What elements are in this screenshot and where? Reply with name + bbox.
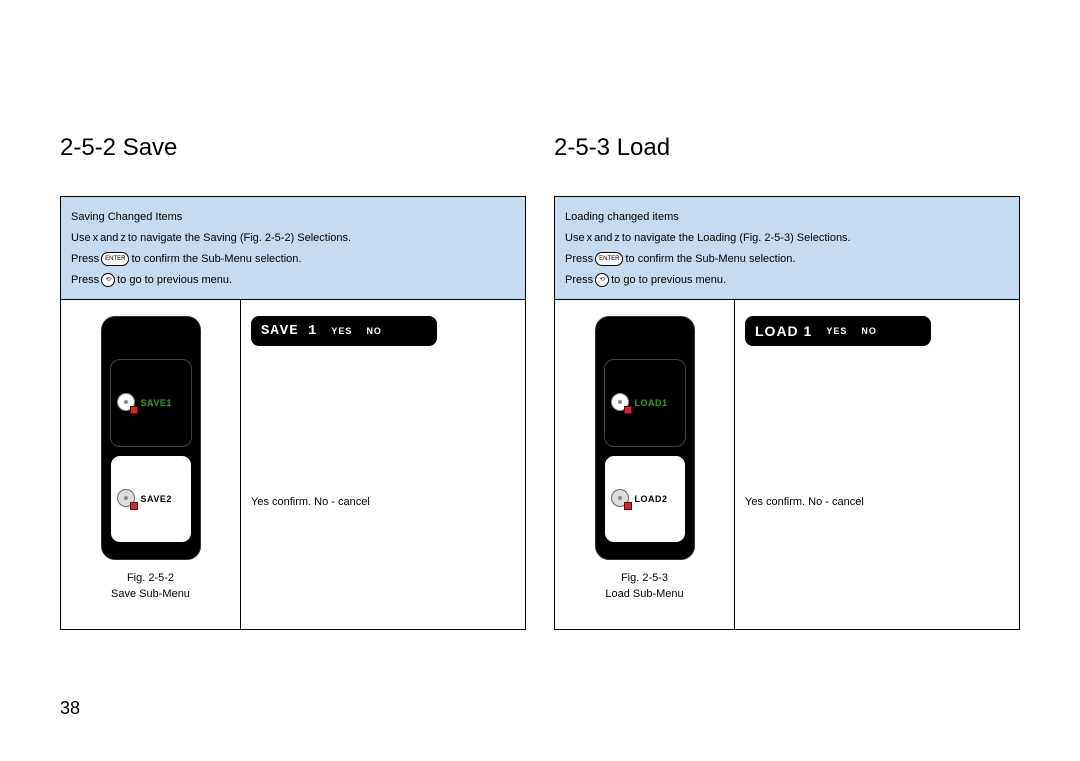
instr-line4: Press ⟲ to go to previous menu. bbox=[71, 270, 515, 291]
load-figure-right: LOAD 1 YES NO Yes confirm. No - cancel bbox=[735, 300, 1019, 629]
confirm-yes[interactable]: YES bbox=[826, 326, 847, 336]
disc-icon bbox=[611, 393, 631, 413]
section-title-load: 2-5-3 Load bbox=[554, 134, 1020, 162]
key-x: x bbox=[93, 228, 99, 249]
enter-button-icon: ENTER bbox=[595, 252, 623, 266]
save-figure-left: SAVE1 SAVE2 Fig. 2-5-2 Save Sub-Menu bbox=[61, 300, 241, 629]
load-figure-left: LOAD1 LOAD2 Fig. 2-5-3 Load Sub-Menu bbox=[555, 300, 735, 629]
load-section: 2-5-3 Load Loading changed items Use x a… bbox=[554, 134, 1020, 630]
disc-icon bbox=[117, 393, 137, 413]
text: and bbox=[100, 228, 118, 249]
load-confirm-bar: LOAD 1 YES NO bbox=[745, 316, 931, 346]
confirm-no[interactable]: NO bbox=[366, 326, 382, 336]
load-slot-1[interactable]: LOAD1 bbox=[604, 359, 686, 447]
save-slot-1[interactable]: SAVE1 bbox=[110, 359, 192, 447]
text: Press bbox=[71, 270, 99, 291]
caption-a: Fig. 2-5-2 bbox=[111, 570, 190, 587]
text: to confirm the Sub-Menu selection. bbox=[131, 249, 301, 270]
back-button-icon: ⟲ bbox=[595, 273, 609, 287]
disc-icon bbox=[611, 489, 631, 509]
figure-caption: Fig. 2-5-2 Save Sub-Menu bbox=[111, 570, 190, 603]
confirm-yes[interactable]: YES bbox=[331, 326, 352, 336]
instr-line1: Saving Changed Items bbox=[71, 207, 515, 228]
text: Press bbox=[565, 249, 593, 270]
save-confirm-bar: SAVE 1 YES NO bbox=[251, 316, 437, 346]
slot-label: LOAD1 bbox=[635, 398, 668, 408]
load-figure-box: LOAD1 LOAD2 Fig. 2-5-3 Load Sub-Menu bbox=[554, 300, 1020, 630]
load-instructions-box: Loading changed items Use x and z to nav… bbox=[554, 196, 1020, 300]
instr-line3: Press ENTER to confirm the Sub-Menu sele… bbox=[565, 249, 1009, 270]
caption-b: Save Sub-Menu bbox=[111, 586, 190, 603]
confirm-help-text: Yes confirm. No - cancel bbox=[745, 496, 1009, 508]
back-button-icon: ⟲ bbox=[101, 273, 115, 287]
slot-label: SAVE2 bbox=[141, 494, 172, 504]
text: Press bbox=[71, 249, 99, 270]
instr-line3: Press ENTER to confirm the Sub-Menu sele… bbox=[71, 249, 515, 270]
save-figure-right: SAVE 1 YES NO Yes confirm. No - cancel bbox=[241, 300, 525, 629]
slot-label: SAVE1 bbox=[141, 398, 172, 408]
disc-icon bbox=[117, 489, 137, 509]
caption-a: Fig. 2-5-3 bbox=[605, 570, 683, 587]
text: to go to previous menu. bbox=[611, 270, 726, 291]
text: to navigate the Saving (Fig. 2-5-2) Sele… bbox=[128, 228, 351, 249]
confirm-main: LOAD 1 bbox=[755, 323, 812, 339]
figure-caption: Fig. 2-5-3 Load Sub-Menu bbox=[605, 570, 683, 603]
confirm-no[interactable]: NO bbox=[861, 326, 877, 336]
key-x: x bbox=[587, 228, 593, 249]
key-z: z bbox=[120, 228, 126, 249]
instr-line2: Use x and z to navigate the Saving (Fig.… bbox=[71, 228, 515, 249]
save-instructions-box: Saving Changed Items Use x and z to navi… bbox=[60, 196, 526, 300]
text: to confirm the Sub-Menu selection. bbox=[625, 249, 795, 270]
page-number: 38 bbox=[60, 698, 80, 719]
text: to navigate the Loading (Fig. 2-5-3) Sel… bbox=[622, 228, 851, 249]
instr-line4: Press ⟲ to go to previous menu. bbox=[565, 270, 1009, 291]
slot-label: LOAD2 bbox=[635, 494, 668, 504]
confirm-help-text: Yes confirm. No - cancel bbox=[251, 496, 515, 508]
text: Use bbox=[71, 228, 91, 249]
caption-b: Load Sub-Menu bbox=[605, 586, 683, 603]
text: Press bbox=[565, 270, 593, 291]
save-section: 2-5-2 Save Saving Changed Items Use x an… bbox=[60, 134, 526, 630]
key-z: z bbox=[614, 228, 620, 249]
text: and bbox=[594, 228, 612, 249]
text: to go to previous menu. bbox=[117, 270, 232, 291]
save-figure-box: SAVE1 SAVE2 Fig. 2-5-2 Save Sub-Menu bbox=[60, 300, 526, 630]
save-device-screen: SAVE1 SAVE2 bbox=[101, 316, 201, 560]
save-slot-2[interactable]: SAVE2 bbox=[110, 455, 192, 543]
confirm-main: SAVE 1 bbox=[261, 323, 317, 339]
load-slot-2[interactable]: LOAD2 bbox=[604, 455, 686, 543]
instr-line1: Loading changed items bbox=[565, 207, 1009, 228]
instr-line2: Use x and z to navigate the Loading (Fig… bbox=[565, 228, 1009, 249]
section-title-save: 2-5-2 Save bbox=[60, 134, 526, 162]
text: Use bbox=[565, 228, 585, 249]
enter-button-icon: ENTER bbox=[101, 252, 129, 266]
load-device-screen: LOAD1 LOAD2 bbox=[595, 316, 695, 560]
